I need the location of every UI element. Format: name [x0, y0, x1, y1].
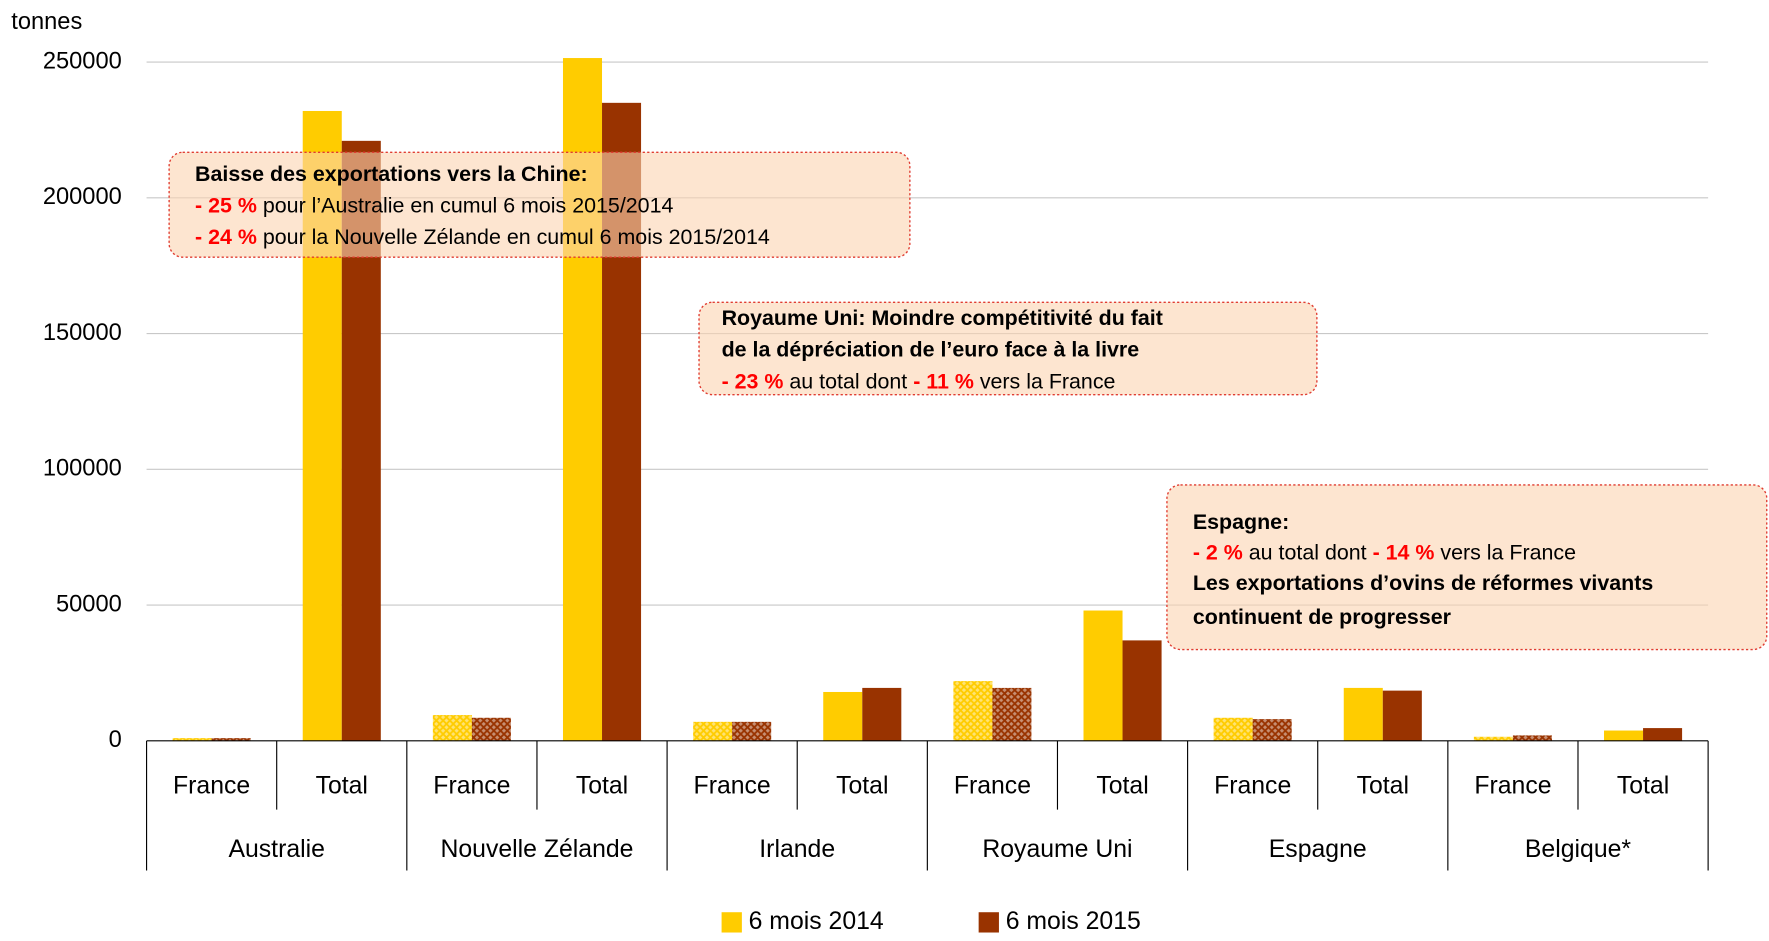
annotation-text: - 23 %	[722, 369, 784, 393]
y-tick-label: 150000	[43, 320, 122, 346]
x-tick-label: France	[694, 773, 771, 800]
x-tick-label: Total	[1617, 773, 1669, 800]
bar	[211, 738, 251, 741]
annotation-line: Royaume Uni: Moindre compétitivité du fa…	[722, 306, 1163, 330]
annotation-text: - 24 %	[195, 225, 257, 249]
bar	[1122, 640, 1162, 741]
bar	[862, 687, 902, 741]
bar	[693, 721, 733, 741]
bar	[1252, 719, 1292, 741]
legend-swatch	[721, 912, 742, 933]
annotation-text: vers la France	[1434, 540, 1576, 564]
legend-swatch	[978, 912, 999, 933]
annotation-text: vers la France	[974, 369, 1116, 393]
annotation-text: au total dont	[1243, 540, 1373, 564]
bar	[172, 738, 212, 741]
bar	[992, 687, 1032, 741]
annotation-text: - 25 %	[195, 193, 257, 217]
bar	[1083, 610, 1123, 741]
annotation-text: Baisse des exportations vers la Chine:	[195, 162, 588, 186]
annotation-text: Les exportations d’ovins de réformes viv…	[1193, 571, 1653, 595]
group-label: Nouvelle Zélande	[440, 836, 633, 863]
bar	[1604, 730, 1644, 741]
y-tick-label: 100000	[43, 456, 122, 482]
y-tick-label: 50000	[56, 591, 122, 617]
group-label: Belgique*	[1525, 836, 1632, 863]
annotation-line: continuent de progresser	[1193, 605, 1451, 629]
annotation-line: - 25 % pour l’Australie en cumul 6 mois …	[195, 193, 673, 217]
annotation-box	[168, 151, 911, 258]
x-tick-label: France	[1214, 773, 1291, 800]
x-tick-label: Total	[576, 773, 628, 800]
x-tick-label: Total	[1357, 773, 1409, 800]
bar	[1213, 717, 1253, 741]
x-tick-label: France	[173, 773, 250, 800]
bar	[1473, 736, 1513, 741]
group-label: Royaume Uni	[982, 836, 1132, 863]
annotation-line: - 24 % pour la Nouvelle Zélande en cumul…	[195, 225, 770, 249]
annotation-line: - 2 % au total dont - 14 % vers la Franc…	[1193, 540, 1576, 564]
annotation-text: au total dont	[783, 369, 913, 393]
annotation-line: Baisse des exportations vers la Chine:	[195, 162, 588, 186]
bar	[432, 715, 472, 741]
y-tick-label: 250000	[43, 48, 122, 74]
annotation-text: de la dépréciation de l’euro face à la l…	[722, 337, 1140, 361]
group-label: Irlande	[759, 836, 835, 863]
x-tick-label: Total	[1096, 773, 1148, 800]
annotation-text: continuent de progresser	[1193, 605, 1451, 629]
annotation-line: Espagne:	[1193, 510, 1289, 534]
annotation-text: - 14 %	[1373, 540, 1435, 564]
bar	[953, 681, 993, 741]
group-label: Australie	[228, 836, 324, 863]
bar	[1512, 735, 1552, 741]
y-tick-label: 0	[109, 727, 122, 753]
legend-label: 6 mois 2015	[1006, 908, 1141, 935]
bar	[732, 721, 772, 741]
annotation-text: - 11 %	[913, 369, 974, 393]
x-tick-label: France	[1474, 773, 1551, 800]
annotation-line: - 23 % au total dont - 11 % vers la Fran…	[722, 369, 1116, 393]
group-label: Espagne	[1269, 836, 1367, 863]
annotation-box	[1166, 484, 1768, 651]
x-tick-label: France	[954, 773, 1031, 800]
y-axis-label: tonnes	[11, 9, 82, 35]
annotation-text: pour la Nouvelle Zélande en cumul 6 mois…	[257, 225, 770, 249]
annotation-box	[698, 301, 1318, 396]
x-tick-label: France	[433, 773, 510, 800]
bar	[823, 691, 863, 741]
annotation-text: Espagne:	[1193, 510, 1289, 534]
annotation-line: Les exportations d’ovins de réformes viv…	[1193, 571, 1653, 595]
annotation-text: - 2 %	[1193, 540, 1243, 564]
bar	[1643, 728, 1683, 741]
y-tick-label: 200000	[43, 184, 122, 210]
x-tick-label: Total	[836, 773, 888, 800]
bar	[1343, 687, 1383, 741]
annotation-text: Royaume Uni: Moindre compétitivité du fa…	[722, 306, 1163, 330]
annotation-line: de la dépréciation de l’euro face à la l…	[722, 337, 1140, 361]
legend-label: 6 mois 2014	[749, 908, 884, 935]
bar	[1382, 690, 1422, 741]
annotation-text: pour l’Australie en cumul 6 mois 2015/20…	[257, 193, 674, 217]
bar	[471, 717, 511, 741]
x-tick-label: Total	[316, 773, 368, 800]
